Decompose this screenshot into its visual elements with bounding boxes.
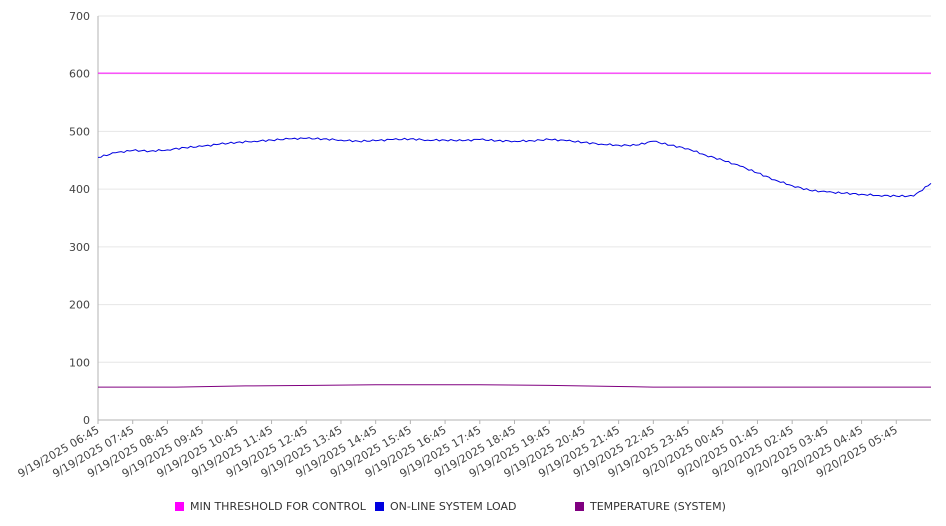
legend-item-temperature[interactable]: TEMPERATURE (SYSTEM) xyxy=(575,499,726,513)
y-axis: 0 100 200 300 400 500 600 700 xyxy=(69,10,99,427)
legend-item-system-load[interactable]: ON-LINE SYSTEM LOAD xyxy=(375,499,516,513)
legend-label-temperature: TEMPERATURE (SYSTEM) xyxy=(590,499,726,513)
y-tick-label: 0 xyxy=(83,414,90,427)
y-tick-label: 500 xyxy=(69,125,90,138)
legend-swatch-system-load xyxy=(375,501,384,511)
y-tick-label: 300 xyxy=(69,241,90,254)
legend-item-min-threshold[interactable]: MIN THRESHOLD FOR CONTROL xyxy=(175,499,366,513)
legend-swatch-temperature xyxy=(575,501,584,511)
legend-label-min-threshold: MIN THRESHOLD FOR CONTROL xyxy=(190,499,366,513)
series-line-2 xyxy=(98,384,931,388)
legend-label-system-load: ON-LINE SYSTEM LOAD xyxy=(390,499,517,513)
gridlines xyxy=(98,15,931,421)
legend: MIN THRESHOLD FOR CONTROL ON-LINE SYSTEM… xyxy=(0,499,946,515)
y-tick-label: 100 xyxy=(69,356,90,369)
y-tick-label: 600 xyxy=(69,68,90,81)
legend-swatch-min-threshold xyxy=(175,501,184,511)
y-tick-label: 400 xyxy=(69,183,90,196)
series-lines xyxy=(97,72,932,388)
y-tick-label: 700 xyxy=(69,10,90,23)
series-line-1 xyxy=(97,137,932,198)
y-tick-label: 200 xyxy=(69,299,90,312)
x-axis: 9/19/2025 06:459/19/2025 07:459/19/2025 … xyxy=(16,419,931,480)
